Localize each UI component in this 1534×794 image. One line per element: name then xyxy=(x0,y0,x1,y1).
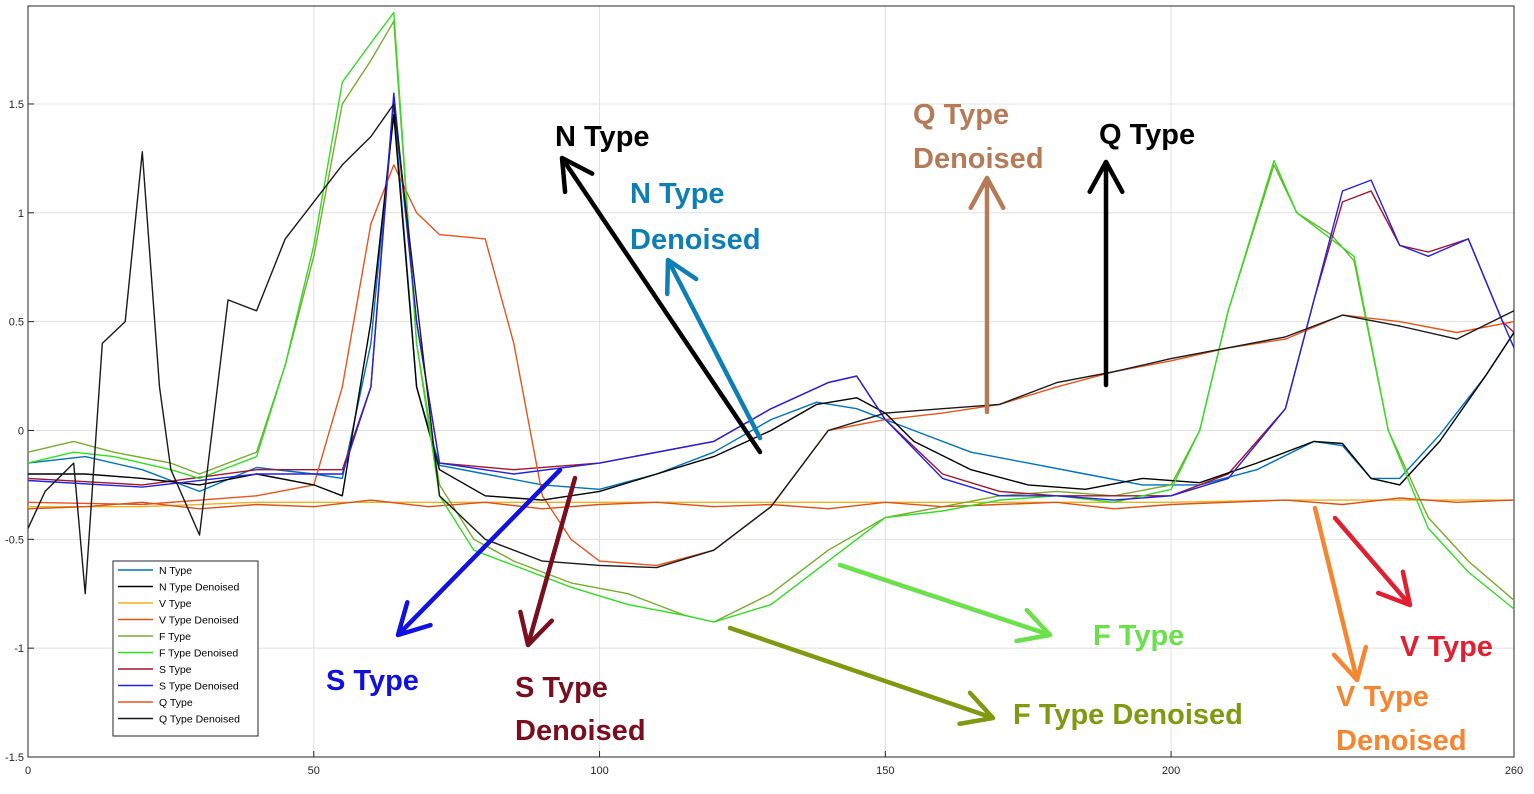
y-tick-label: 0.5 xyxy=(9,317,24,329)
legend-label: S Type xyxy=(159,664,192,676)
legend-label: N Type Denoised xyxy=(159,582,240,594)
annotation-q-type-denoised-line-2: Denoised xyxy=(913,143,1044,175)
y-tick-label: 0 xyxy=(18,425,24,437)
legend-label: N Type xyxy=(159,565,192,577)
y-tick-label: 1.5 xyxy=(9,99,24,111)
legend-label: V Type Denoised xyxy=(159,615,239,627)
x-tick-label: 50 xyxy=(308,765,320,777)
arrow-q-type xyxy=(1087,159,1125,388)
x-tick-label: 0 xyxy=(25,765,31,777)
legend-label: S Type Denoised xyxy=(159,681,239,693)
arrow-v-type-denoised xyxy=(1312,505,1369,683)
y-tick-label: -1 xyxy=(14,643,24,655)
x-tick-label: 100 xyxy=(590,765,608,777)
series-line-s-type-denoised xyxy=(27,92,1515,501)
annotation-f-type: F Type xyxy=(1093,620,1184,652)
x-tick-label: 200 xyxy=(1162,765,1180,777)
annotation-n-type-denoised-line-2: Denoised xyxy=(630,224,761,256)
y-tick-label: -1.5 xyxy=(5,752,24,764)
plot-frame xyxy=(27,5,1515,758)
legend-label: Q Type Denoised xyxy=(159,714,240,726)
series-line-n-type-denoised xyxy=(28,114,1515,501)
x-tick-label: 150 xyxy=(876,765,894,777)
arrow-q-type-denoised xyxy=(968,175,1006,415)
series-line-q-type-denoised xyxy=(27,103,1515,595)
annotation-s-type-denoised-line-2: Denoised xyxy=(515,715,646,747)
annotation-q-type: Q Type xyxy=(1099,119,1195,151)
legend: N Type N Type Denoised V Type V Type Denois… xyxy=(112,560,259,737)
series-lines xyxy=(27,11,1515,623)
annotation-f-type-denoised: F Type Denoised xyxy=(1013,699,1243,731)
series-line-v-type-denoised xyxy=(27,497,1515,510)
annotation-s-type-denoised-line-1: S Type xyxy=(515,672,608,704)
arrow-s-type-denoised xyxy=(518,475,578,648)
annotation-n-type-denoised-line-1: N Type xyxy=(630,178,725,210)
legend-label: F Type xyxy=(159,631,191,643)
arrow-n-type xyxy=(559,155,763,455)
annotation-s-type: S Type xyxy=(326,665,419,697)
legend-label: V Type xyxy=(159,598,192,610)
series-line-f-type-denoised xyxy=(27,11,1515,623)
legend-box xyxy=(112,560,259,737)
x-tick-label: 260 xyxy=(1505,765,1523,777)
legend-label: Q Type xyxy=(159,697,193,709)
arrow-v-type xyxy=(1332,515,1413,608)
x-axis: 0 50 100 150 200 260 xyxy=(25,751,1523,777)
annotation-v-type-denoised-line-2: Denoised xyxy=(1336,725,1467,757)
y-tick-label: -0.5 xyxy=(5,534,24,546)
arrow-n-type-denoised xyxy=(664,257,763,441)
series-line-n-type xyxy=(27,103,1515,493)
annotation-n-type: N Type xyxy=(555,121,650,153)
annotations: N Type N Type Denoised Q Type Denoised Q Type… xyxy=(326,99,1493,757)
annotation-arrows xyxy=(395,155,1413,727)
legend-label: F Type Denoised xyxy=(159,648,238,660)
arrow-f-type-denoised xyxy=(727,625,996,727)
annotation-v-type-denoised-line-1: V Type xyxy=(1336,681,1429,713)
arrow-f-type xyxy=(837,562,1053,644)
arrow-s-type xyxy=(395,467,563,638)
series-line-s-type xyxy=(27,98,1515,497)
annotation-v-type: V Type xyxy=(1400,631,1493,663)
y-axis: -1.5 -1 -0.5 0 0.5 1 1.5 xyxy=(5,99,34,764)
annotation-q-type-denoised-line-1: Q Type xyxy=(913,99,1009,131)
y-tick-label: 1 xyxy=(18,208,24,220)
